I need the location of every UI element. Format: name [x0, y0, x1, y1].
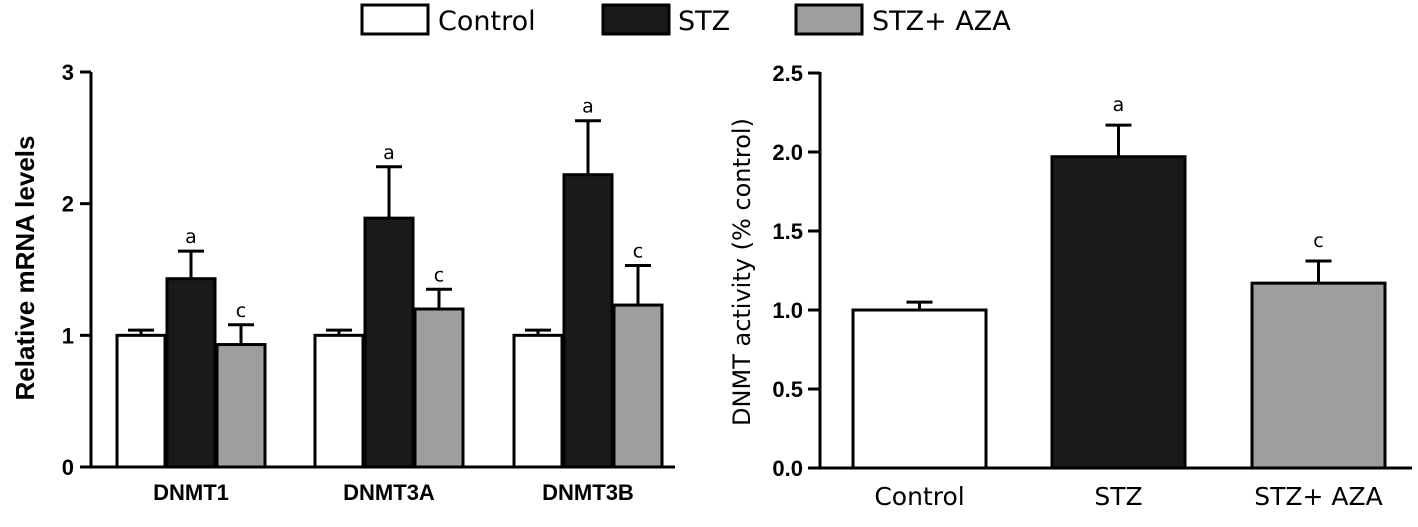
left-y-ticks: 0 1 2 3: [62, 60, 91, 480]
legend-swatch-stz-aza: [794, 3, 864, 36]
left-categories: DNMT1 DNMT3A DNMT3B: [153, 480, 634, 505]
right-bar: [1050, 155, 1187, 470]
left-bar: [612, 303, 664, 469]
right-category-label: STZ: [1094, 482, 1142, 511]
right-y-tick-label: 0.5: [772, 377, 803, 402]
left-significance-label: c: [633, 241, 643, 263]
right-chart: DNMT activity (% control) 0.0 0.5 1.0 1.5 2.…: [728, 61, 1412, 511]
right-y-ticks: 0.0 0.5 1.0 1.5 2.0 2.5: [772, 61, 820, 481]
left-bar: [313, 333, 365, 469]
left-error-bar: [575, 119, 601, 175]
left-category-label: DNMT3A: [343, 480, 435, 505]
left-bar: [215, 343, 267, 469]
right-y-tick-label: 1.0: [772, 298, 803, 323]
right-significance-label: c: [1313, 230, 1323, 252]
right-categories: Control STZ STZ+ AZA: [874, 482, 1382, 511]
legend-label-control: Control: [438, 6, 536, 37]
legend-label-stz-aza: STZ+ AZA: [872, 6, 1011, 37]
right-y-tick-label: 2.5: [772, 61, 803, 86]
right-error-bar: [1105, 123, 1132, 157]
legend: Control STZ STZ+ AZA: [360, 3, 1011, 37]
right-y-tick-label: 1.5: [772, 219, 803, 244]
right-category-label: STZ+ AZA: [1254, 482, 1383, 511]
legend-swatch-control: [360, 3, 430, 36]
left-significance-label: a: [383, 142, 395, 164]
left-error-bar: [228, 323, 254, 345]
right-category-label: Control: [874, 482, 964, 511]
left-bar: [413, 307, 465, 469]
left-error-bar: [376, 165, 402, 219]
legend-label-stz: STZ: [678, 6, 730, 37]
right-bar: [1250, 281, 1387, 470]
left-error-bar: [178, 249, 204, 279]
right-bar: [851, 308, 988, 470]
left-error-bar: [625, 264, 651, 306]
left-significance-label: c: [236, 300, 246, 322]
left-bar: [562, 173, 614, 469]
left-bar: [512, 333, 564, 469]
left-y-tick-label: 1: [62, 323, 74, 348]
left-bar: [363, 216, 415, 469]
left-bars: a c a c a c: [115, 96, 664, 469]
left-y-tick-label: 3: [62, 60, 74, 85]
left-error-bar: [426, 287, 452, 309]
right-y-axis-title: DNMT activity (% control): [728, 118, 756, 426]
right-significance-label: a: [1113, 94, 1125, 116]
left-category-label: DNMT1: [153, 480, 229, 505]
left-y-tick-label: 0: [62, 455, 74, 480]
left-category-label: DNMT3B: [542, 480, 634, 505]
legend-swatch-stz: [601, 3, 671, 36]
left-y-axis-title: Relative mRNA levels: [10, 136, 40, 401]
left-significance-label: a: [185, 226, 197, 248]
left-bar: [165, 277, 217, 469]
left-y-tick-label: 2: [62, 192, 74, 217]
right-y-tick-label: 2.0: [772, 140, 803, 165]
right-bars: ac: [851, 94, 1387, 470]
left-significance-label: a: [582, 96, 594, 118]
left-bar: [115, 333, 167, 469]
left-significance-label: c: [434, 264, 444, 286]
right-error-bar: [1305, 259, 1332, 284]
right-y-tick-label: 0.0: [772, 456, 803, 481]
